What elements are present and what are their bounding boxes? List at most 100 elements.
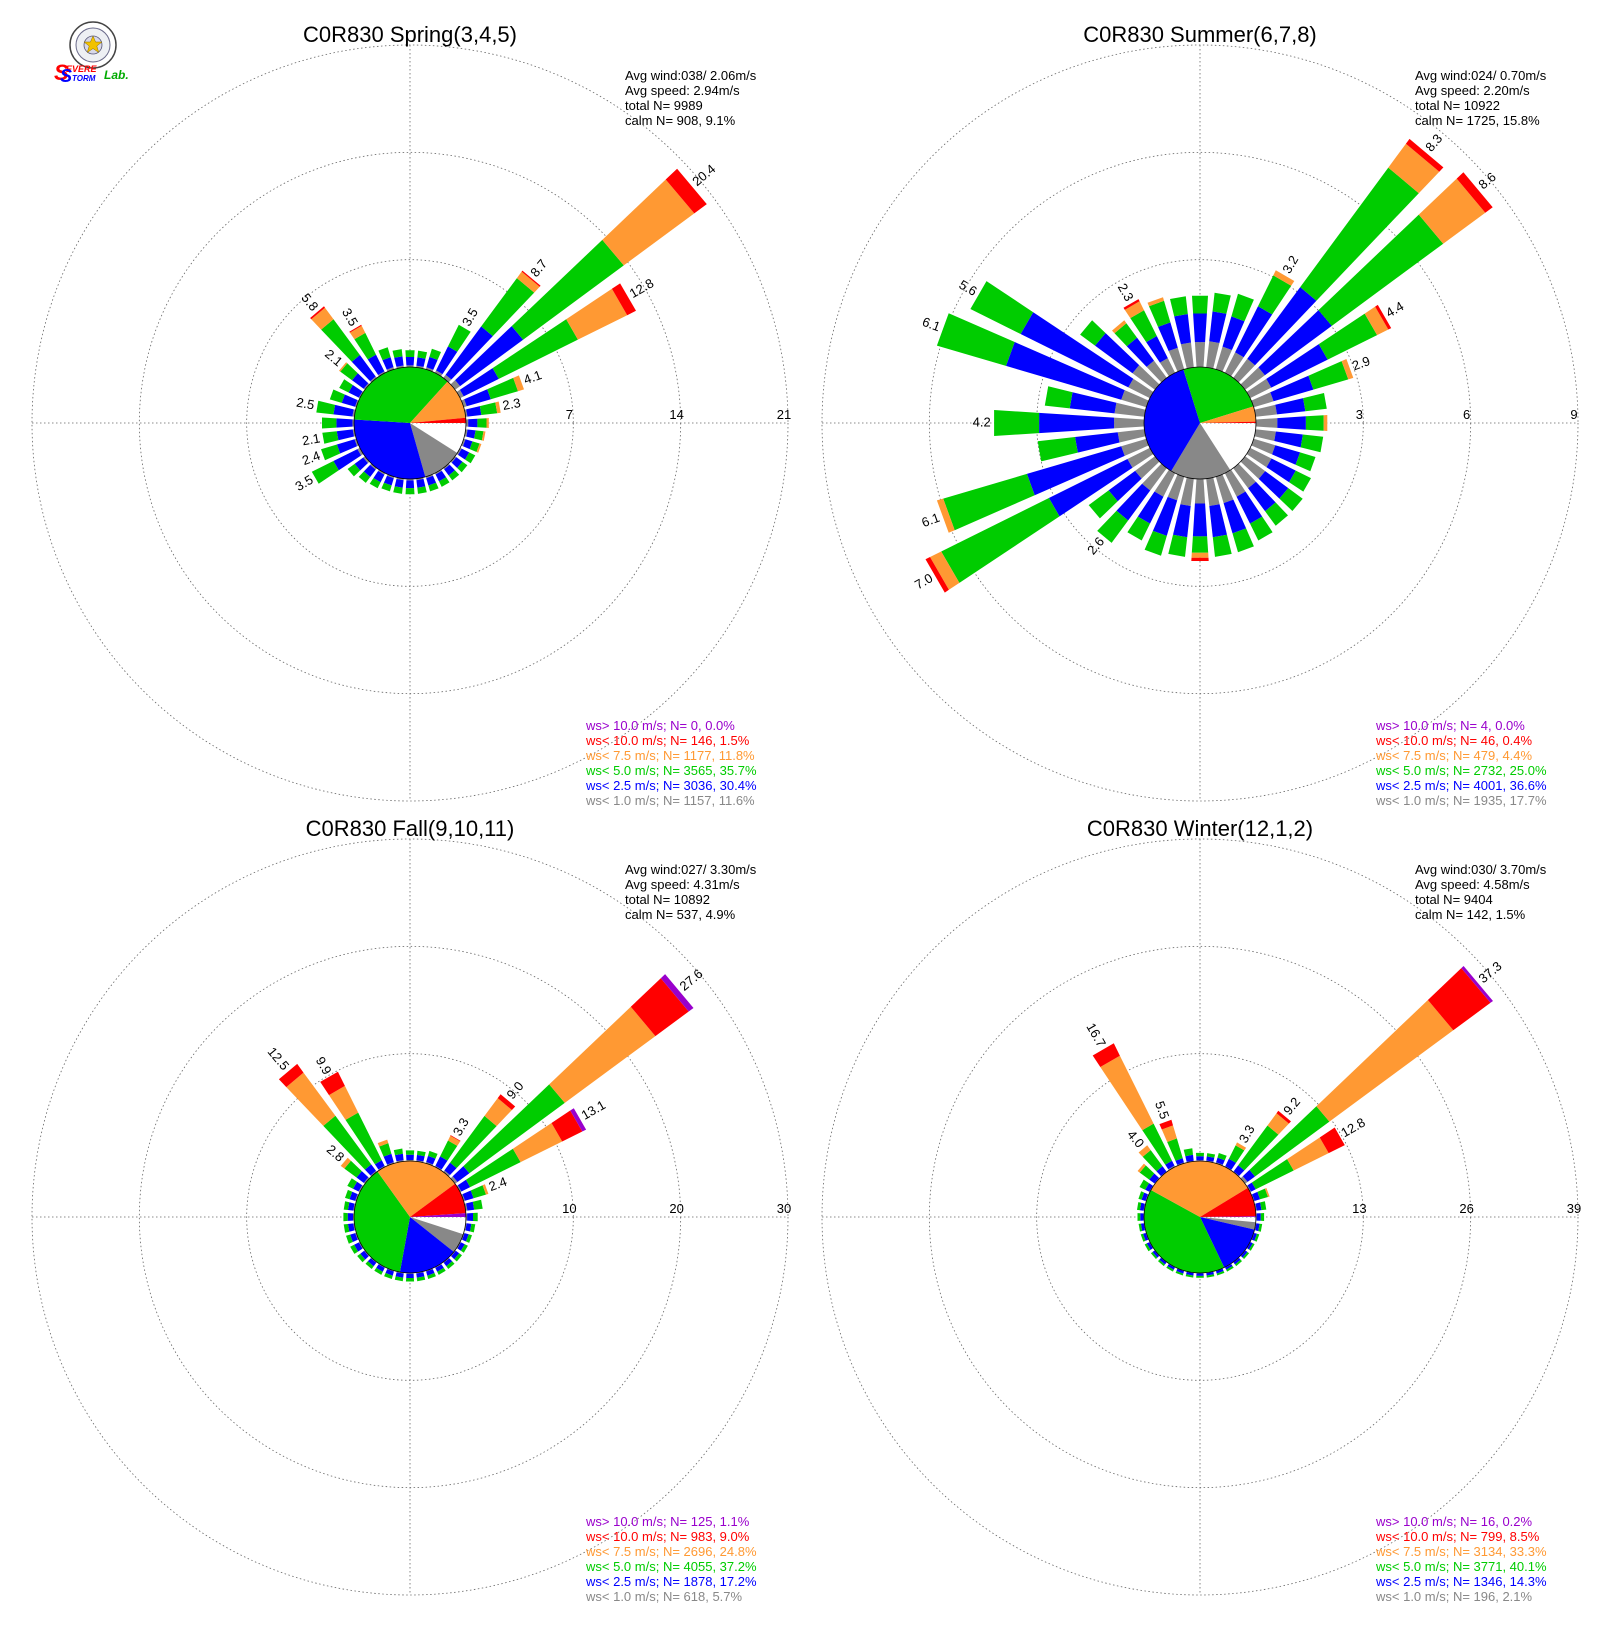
legend-entry: ws< 10.0 m/s; N= 146, 1.5% (585, 733, 750, 748)
petal-segment (1191, 536, 1209, 553)
petal-segment (1223, 499, 1247, 534)
petal-segment (1006, 342, 1125, 400)
petal-segment (1209, 311, 1227, 343)
pie-slice (1143, 1190, 1225, 1274)
petal-segment (278, 1063, 304, 1088)
petal-segment (451, 457, 463, 468)
petal-segment (321, 444, 341, 461)
petal-segment (1142, 463, 1167, 491)
petal-segment (347, 1202, 355, 1211)
petal-segment (454, 1253, 462, 1262)
petal-segment (347, 463, 361, 477)
petal-segment (377, 1139, 389, 1147)
stat-line: calm N= 908, 9.1% (625, 113, 736, 128)
petal-segment (1240, 1250, 1248, 1258)
legend-entry: ws< 2.5 m/s; N= 1346, 14.3% (1375, 1574, 1547, 1589)
stat-line: Avg speed: 4.31m/s (625, 877, 740, 892)
petal-segment (383, 1153, 394, 1165)
petal-segment (1247, 1242, 1253, 1250)
logo-lab: Lab. (104, 68, 129, 82)
petal-segment (1147, 297, 1164, 307)
petal-segment (405, 488, 415, 495)
petal-segment (455, 326, 524, 387)
petal-segment (1159, 358, 1176, 377)
petal-segment (513, 375, 524, 392)
ring-label: 14 (669, 407, 683, 422)
petal-value-label: 2.1 (301, 430, 321, 448)
pie-slice (410, 423, 458, 477)
petal-segment (1233, 463, 1256, 489)
legend-entry: ws< 1.0 m/s; N= 1935, 17.7% (1375, 793, 1547, 808)
petal-segment (443, 374, 452, 383)
petal-segment (473, 1212, 478, 1222)
petal-segment (1196, 1156, 1204, 1161)
petal-segment (495, 401, 501, 414)
petal-segment (443, 463, 450, 470)
petal-segment (462, 1190, 474, 1201)
petal-segment (450, 1176, 458, 1184)
petal-segment (570, 1108, 587, 1132)
petal-segment (1175, 1158, 1184, 1165)
petal-segment (1305, 415, 1324, 431)
legend-entry: ws> 10.0 m/s; N= 125, 1.1% (585, 1514, 750, 1529)
petal-segment (320, 1071, 345, 1096)
petal-segment (429, 348, 441, 360)
petal-segment (349, 324, 362, 333)
petal-segment (1191, 557, 1209, 561)
petal-segment (363, 464, 376, 477)
ring-label: 20 (669, 1201, 683, 1216)
petal-value-label: 3.5 (339, 305, 361, 328)
petal-segment (1206, 477, 1220, 506)
petal-segment (474, 430, 484, 441)
petal-segment (426, 475, 437, 486)
petal-value-label: 4.2 (973, 414, 991, 429)
petal-segment (1249, 1243, 1255, 1251)
petal-segment (1235, 1259, 1242, 1267)
petal-segment (1132, 365, 1160, 390)
petal-segment (336, 418, 353, 428)
petal-segment (1209, 504, 1227, 538)
stat-line: Avg speed: 4.58m/s (1415, 877, 1530, 892)
petal-segment (1252, 1191, 1261, 1201)
petal-segment (357, 447, 364, 456)
pie-slice (1183, 366, 1254, 423)
petal-segment (1142, 1150, 1163, 1172)
petal-segment (1127, 447, 1154, 468)
pie-slice (1150, 1161, 1248, 1217)
petal-value-label: 3.5 (459, 305, 481, 328)
petal-segment (602, 179, 695, 266)
petal-segment (930, 551, 960, 590)
petal-value-label: 2.3 (501, 395, 521, 413)
university-seal-icon (69, 21, 117, 69)
petal-segment (1185, 1154, 1194, 1162)
petal-segment (463, 439, 473, 450)
pie-slice (1200, 1216, 1257, 1217)
petal-segment (1130, 310, 1157, 343)
petal-segment (1126, 337, 1154, 367)
petal-segment (1248, 481, 1276, 512)
petal-segment (466, 429, 476, 439)
petal-segment (444, 1162, 457, 1175)
petal-segment (322, 431, 339, 444)
petal-segment (446, 1261, 455, 1269)
petal-segment (1069, 392, 1117, 414)
pie-outline (1143, 366, 1257, 480)
petal-segment (1251, 1159, 1294, 1190)
petal-segment (448, 470, 460, 481)
petal-segment (1319, 1127, 1345, 1154)
chart-title: C0R830 Summer(6,7,8) (1083, 22, 1317, 47)
petal-segment (1128, 378, 1154, 399)
legend-entry: ws> 10.0 m/s; N= 4, 0.0% (1375, 718, 1525, 733)
petal-segment (1231, 293, 1254, 322)
legend-entry: ws> 10.0 m/s; N= 0, 0.0% (585, 718, 735, 733)
petal-segment (1044, 386, 1073, 409)
petal-segment (343, 1201, 350, 1210)
petal-segment (465, 1223, 472, 1232)
petal-segment (1300, 434, 1324, 453)
petal-segment (1266, 344, 1328, 388)
petal-value-label: 8.7 (527, 256, 550, 279)
petal-segment (1127, 516, 1150, 541)
petal-segment (443, 1170, 450, 1177)
